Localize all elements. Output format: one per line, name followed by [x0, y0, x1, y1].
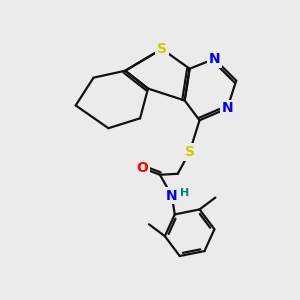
Text: H: H: [180, 188, 189, 198]
Text: S: S: [184, 145, 195, 159]
Text: N: N: [208, 52, 220, 66]
Text: N: N: [166, 189, 178, 202]
Text: O: O: [136, 161, 148, 175]
Text: N: N: [221, 101, 233, 116]
Text: S: S: [157, 42, 167, 56]
